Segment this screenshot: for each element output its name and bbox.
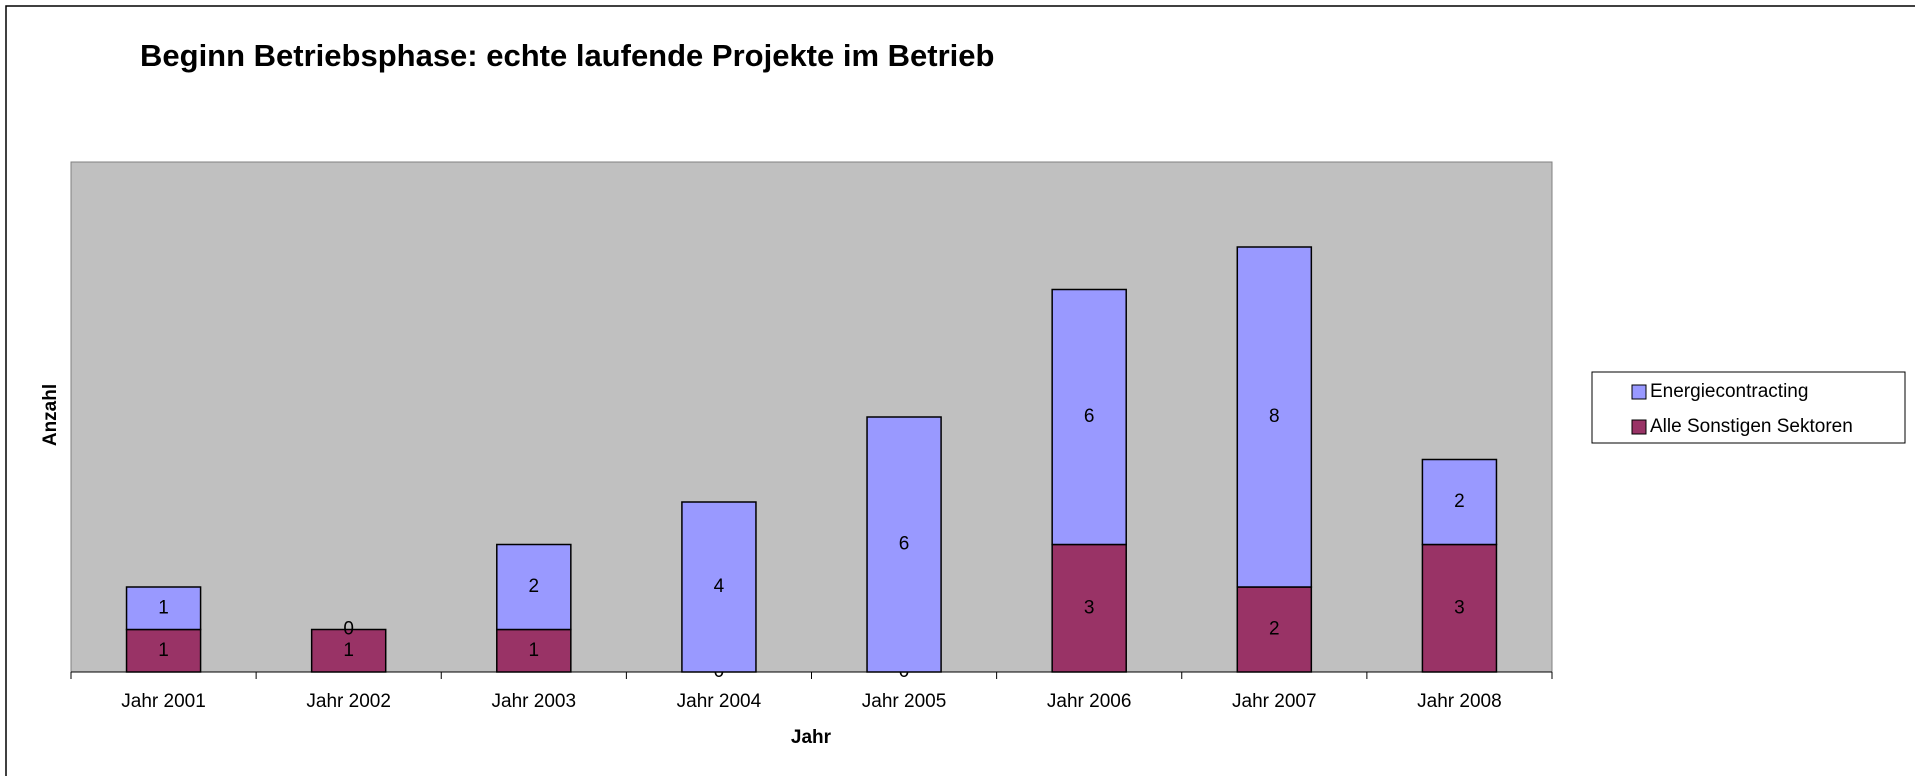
bar-segment [310,628,387,673]
data-label: 2 [1269,619,1280,640]
bar-segment [681,501,757,673]
legend-label: Alle Sonstigen Sektoren [1650,416,1853,437]
data-label: 1 [158,640,169,661]
data-label: 6 [1084,406,1095,427]
x-tick-label: Jahr 2002 [306,691,391,712]
data-label: 1 [343,640,354,661]
bar-segment [496,628,572,673]
chart-frame [5,5,1915,776]
data-label: 3 [1454,597,1465,618]
legend-swatch [1631,384,1647,400]
x-tick-label: Jahr 2001 [121,691,206,712]
data-label: 4 [714,576,725,597]
x-tick-label: Jahr 2006 [1047,691,1132,712]
legend-swatch [1631,419,1647,435]
data-label: 8 [1269,406,1280,427]
x-tick-label: Jahr 2004 [677,691,762,712]
bar-segment [125,628,202,673]
x-tick-label: Jahr 2003 [492,691,577,712]
bar-segment [1051,288,1127,546]
bar-segment [1051,543,1127,673]
bar-segment [125,586,202,631]
bar-segment [1236,586,1313,673]
x-tick-label: Jahr 2007 [1232,691,1317,712]
x-tick-label: Jahr 2008 [1417,691,1502,712]
data-label: 1 [158,597,169,618]
x-axis-label: Jahr [791,727,832,748]
legend-label: Energiecontracting [1650,381,1808,402]
data-label: 1 [529,640,540,661]
bar-segment [1421,543,1498,673]
bar-segment [1236,246,1313,588]
data-label: 3 [1084,597,1095,618]
y-axis-label: Anzahl [40,384,61,446]
chart-title: Beginn Betriebsphase: echte laufende Pro… [140,38,994,73]
bar-segment [1421,458,1498,546]
plot-area [70,161,1553,673]
x-tick-label: Jahr 2005 [862,691,947,712]
data-label: 2 [529,576,540,597]
bar-segment [496,543,572,631]
bar-segment [866,416,942,673]
data-label: 0 [343,619,354,640]
data-label: 6 [899,534,910,555]
data-label: 2 [1454,491,1465,512]
